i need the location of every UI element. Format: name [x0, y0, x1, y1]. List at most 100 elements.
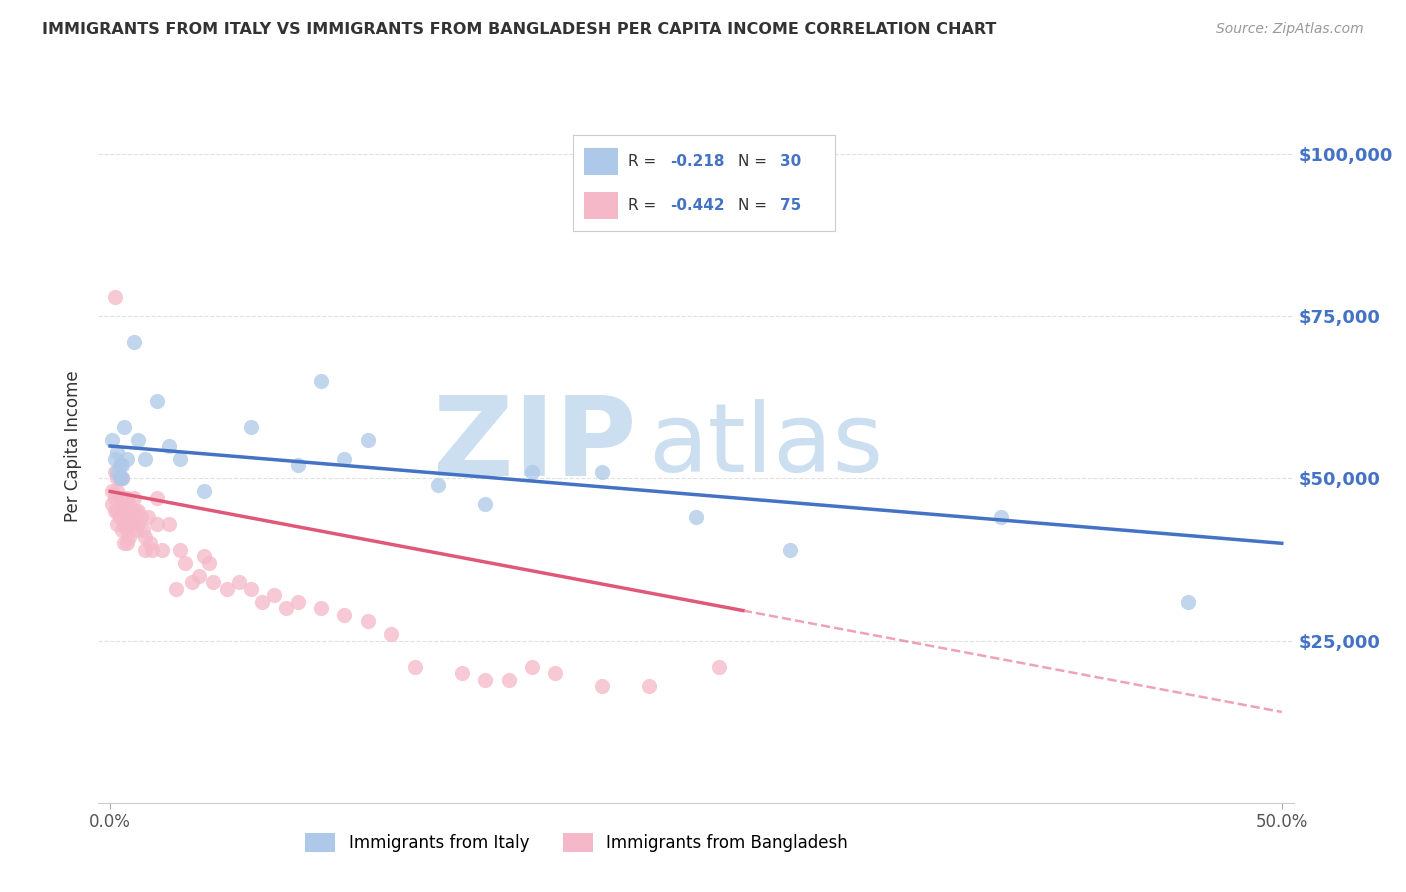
Point	[112, 419, 135, 434]
Point	[146, 393, 169, 408]
Point	[274, 601, 297, 615]
Point	[520, 659, 543, 673]
Point	[112, 516, 135, 531]
Point	[115, 510, 138, 524]
Point	[111, 471, 134, 485]
Point	[239, 582, 262, 596]
Text: 30: 30	[780, 154, 801, 169]
Point	[120, 516, 142, 531]
Point	[111, 491, 134, 505]
Point	[357, 614, 380, 628]
FancyBboxPatch shape	[583, 148, 617, 175]
Text: R =: R =	[628, 198, 657, 213]
Point	[146, 516, 169, 531]
Point	[115, 491, 138, 505]
Point	[1177, 595, 1199, 609]
Point	[115, 536, 138, 550]
Point	[108, 458, 131, 473]
Point	[357, 433, 380, 447]
Point	[118, 530, 141, 544]
Text: atlas: atlas	[648, 400, 883, 492]
Point	[136, 510, 159, 524]
Point	[333, 452, 356, 467]
Point	[193, 549, 215, 564]
Point	[134, 530, 156, 544]
Point	[122, 491, 145, 505]
Point	[309, 374, 332, 388]
Point	[134, 452, 156, 467]
Text: ZIP: ZIP	[433, 392, 637, 500]
Point	[638, 679, 661, 693]
Point	[127, 504, 149, 518]
Point	[111, 458, 134, 473]
Point	[122, 510, 145, 524]
Point	[111, 471, 134, 485]
Point	[591, 465, 613, 479]
Point	[165, 582, 187, 596]
Point	[134, 542, 156, 557]
Point	[105, 445, 128, 459]
Point	[112, 536, 135, 550]
Point	[239, 419, 262, 434]
Point	[129, 510, 152, 524]
Point	[188, 568, 211, 582]
Text: Source: ZipAtlas.com: Source: ZipAtlas.com	[1216, 22, 1364, 37]
Text: -0.218: -0.218	[671, 154, 724, 169]
Point	[105, 504, 128, 518]
Point	[591, 679, 613, 693]
Point	[104, 465, 127, 479]
Point	[104, 504, 127, 518]
Point	[427, 478, 450, 492]
Point	[498, 673, 520, 687]
Point	[779, 542, 801, 557]
Point	[990, 510, 1012, 524]
Point	[104, 290, 127, 304]
Point	[115, 452, 138, 467]
Point	[105, 465, 128, 479]
Point	[122, 335, 145, 350]
Point	[146, 491, 169, 505]
Point	[157, 439, 180, 453]
Point	[141, 542, 163, 557]
Y-axis label: Per Capita Income: Per Capita Income	[65, 370, 83, 522]
Text: N =: N =	[738, 198, 768, 213]
Point	[115, 524, 138, 538]
Point	[112, 504, 135, 518]
Point	[197, 556, 219, 570]
Legend: Immigrants from Italy, Immigrants from Bangladesh: Immigrants from Italy, Immigrants from B…	[298, 826, 855, 859]
Point	[112, 491, 135, 505]
Point	[132, 524, 155, 538]
Text: IMMIGRANTS FROM ITALY VS IMMIGRANTS FROM BANGLADESH PER CAPITA INCOME CORRELATIO: IMMIGRANTS FROM ITALY VS IMMIGRANTS FROM…	[42, 22, 997, 37]
Point	[709, 659, 731, 673]
Point	[169, 452, 191, 467]
Point	[111, 504, 134, 518]
Point	[263, 588, 285, 602]
Point	[228, 575, 250, 590]
Point	[127, 516, 149, 531]
Point	[108, 491, 131, 505]
Text: 75: 75	[780, 198, 801, 213]
Point	[404, 659, 426, 673]
Point	[202, 575, 225, 590]
Point	[111, 524, 134, 538]
Point	[169, 542, 191, 557]
Point	[101, 484, 124, 499]
Point	[120, 504, 142, 518]
Text: R =: R =	[628, 154, 657, 169]
Point	[108, 471, 131, 485]
Point	[127, 433, 149, 447]
Point	[252, 595, 274, 609]
Point	[104, 452, 127, 467]
Point	[118, 516, 141, 531]
Point	[287, 458, 309, 473]
FancyBboxPatch shape	[583, 192, 617, 219]
Point	[685, 510, 707, 524]
Point	[108, 510, 131, 524]
Point	[474, 673, 496, 687]
Point	[544, 666, 567, 681]
Text: N =: N =	[738, 154, 768, 169]
Point	[309, 601, 332, 615]
Point	[118, 497, 141, 511]
Point	[520, 465, 543, 479]
Point	[101, 497, 124, 511]
